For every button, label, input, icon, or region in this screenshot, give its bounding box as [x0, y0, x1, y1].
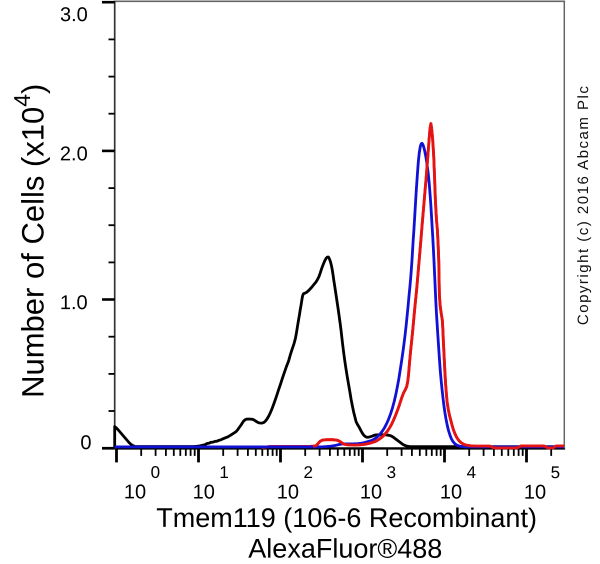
svg-text:0: 0 — [80, 432, 91, 454]
svg-text:3.0: 3.0 — [60, 4, 88, 26]
svg-text:2.0: 2.0 — [60, 143, 88, 165]
svg-text:1.0: 1.0 — [60, 292, 88, 314]
svg-text:AlexaFluor®488: AlexaFluor®488 — [248, 534, 442, 564]
svg-text:Tmem119 (106-6 Recombinant): Tmem119 (106-6 Recombinant) — [156, 503, 537, 533]
svg-text:Number of Cells (x104): Number of Cells (x104) — [9, 84, 51, 398]
svg-text:Copyright (c) 2016 Abcam Plc: Copyright (c) 2016 Abcam Plc — [575, 85, 592, 325]
